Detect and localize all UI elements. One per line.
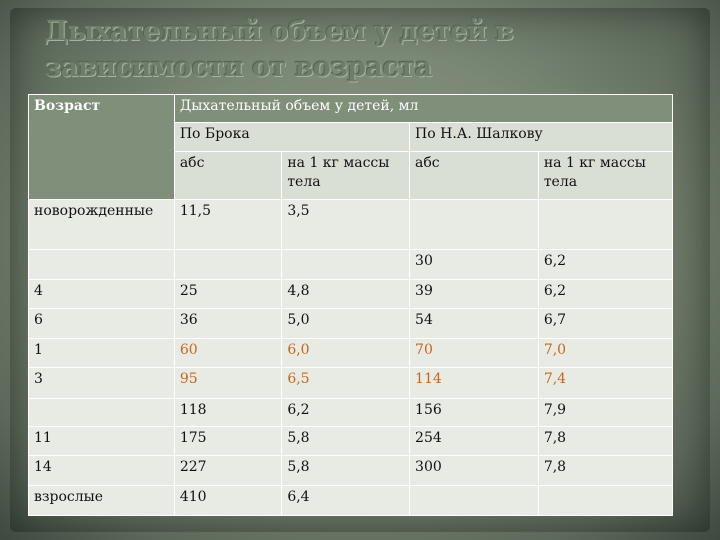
value-cell xyxy=(537,199,674,250)
age-header: Возраст xyxy=(28,94,175,200)
broca-header: По Брока xyxy=(173,122,411,152)
table-row: 3 95 6,5 114 7,4 xyxy=(28,367,674,399)
value-cell: 6,2 xyxy=(537,279,674,309)
value-cell: 7,4 xyxy=(537,367,674,399)
value-cell: 7,9 xyxy=(537,398,674,427)
value-cell: 7,8 xyxy=(537,426,674,456)
value-cell xyxy=(173,249,283,280)
age-cell: 6 xyxy=(28,308,175,339)
value-cell: 5,0 xyxy=(281,308,411,339)
value-cell: 254 xyxy=(409,426,539,456)
value-cell: 54 xyxy=(409,308,539,339)
age-cell: новорожденные xyxy=(28,199,175,250)
table-row: 118 6,2 156 7,9 xyxy=(28,398,674,427)
table-row: 6 36 5,0 54 6,7 xyxy=(28,308,674,339)
value-cell: 70 xyxy=(409,338,539,368)
value-cell: 39 xyxy=(409,279,539,309)
value-cell xyxy=(409,199,539,250)
table-row: 30 6,2 xyxy=(28,249,674,280)
value-cell: 6,7 xyxy=(537,308,674,339)
value-cell: 114 xyxy=(409,367,539,399)
table-row: 14 227 5,8 300 7,8 xyxy=(28,455,674,486)
value-cell: 6,2 xyxy=(281,398,411,427)
age-cell xyxy=(28,249,175,280)
value-cell: 4,8 xyxy=(281,279,411,309)
sub-header-abs-broca: абс xyxy=(173,151,283,200)
value-cell xyxy=(409,485,539,516)
table-row: взрослые 410 6,4 xyxy=(28,485,674,516)
table-row: 1 60 6,0 70 7,0 xyxy=(28,338,674,368)
value-cell: 7,0 xyxy=(537,338,674,368)
volume-header: Дыхательный объем у детей, мл xyxy=(173,94,674,123)
age-cell: 4 xyxy=(28,279,175,309)
value-cell: 118 xyxy=(173,398,283,427)
sub-header-perkg-broca: на 1 кг массы тела xyxy=(281,151,411,200)
value-cell: 175 xyxy=(173,426,283,456)
volume-table: Возраст Дыхательный объем у детей, мл По… xyxy=(28,94,674,516)
age-cell: 14 xyxy=(28,455,175,486)
value-cell: 227 xyxy=(173,455,283,486)
value-cell: 11,5 xyxy=(173,199,283,250)
value-cell: 30 xyxy=(409,249,539,280)
value-cell: 300 xyxy=(409,455,539,486)
value-cell: 156 xyxy=(409,398,539,427)
value-cell: 36 xyxy=(173,308,283,339)
slide-title: Дыхательный объем у детей в зависимости … xyxy=(44,16,514,83)
age-cell xyxy=(28,398,175,427)
value-cell: 6,0 xyxy=(281,338,411,368)
shalkov-header: По Н.А. Шалкову xyxy=(409,122,673,152)
value-cell xyxy=(537,485,674,516)
value-cell: 3,5 xyxy=(281,199,411,250)
age-cell: взрослые xyxy=(28,485,175,516)
value-cell: 7,8 xyxy=(537,455,674,486)
table-row: новорожденные 11,5 3,5 xyxy=(28,199,674,250)
age-cell: 11 xyxy=(28,426,175,456)
value-cell: 25 xyxy=(173,279,283,309)
value-cell: 6,5 xyxy=(281,367,411,399)
value-cell: 95 xyxy=(173,367,283,399)
table-row: 4 25 4,8 39 6,2 xyxy=(28,279,674,309)
value-cell: 6,4 xyxy=(281,485,411,516)
sub-header-perkg-shalkov: на 1 кг массы тела xyxy=(537,151,674,200)
value-cell: 6,2 xyxy=(537,249,674,280)
value-cell: 5,8 xyxy=(281,426,411,456)
value-cell: 410 xyxy=(173,485,283,516)
sub-header-abs-shalkov: абс xyxy=(409,151,539,200)
age-cell: 1 xyxy=(28,338,175,368)
age-cell: 3 xyxy=(28,367,175,399)
table-row: 11 175 5,8 254 7,8 xyxy=(28,426,674,456)
value-cell: 60 xyxy=(173,338,283,368)
value-cell xyxy=(281,249,411,280)
value-cell: 5,8 xyxy=(281,455,411,486)
